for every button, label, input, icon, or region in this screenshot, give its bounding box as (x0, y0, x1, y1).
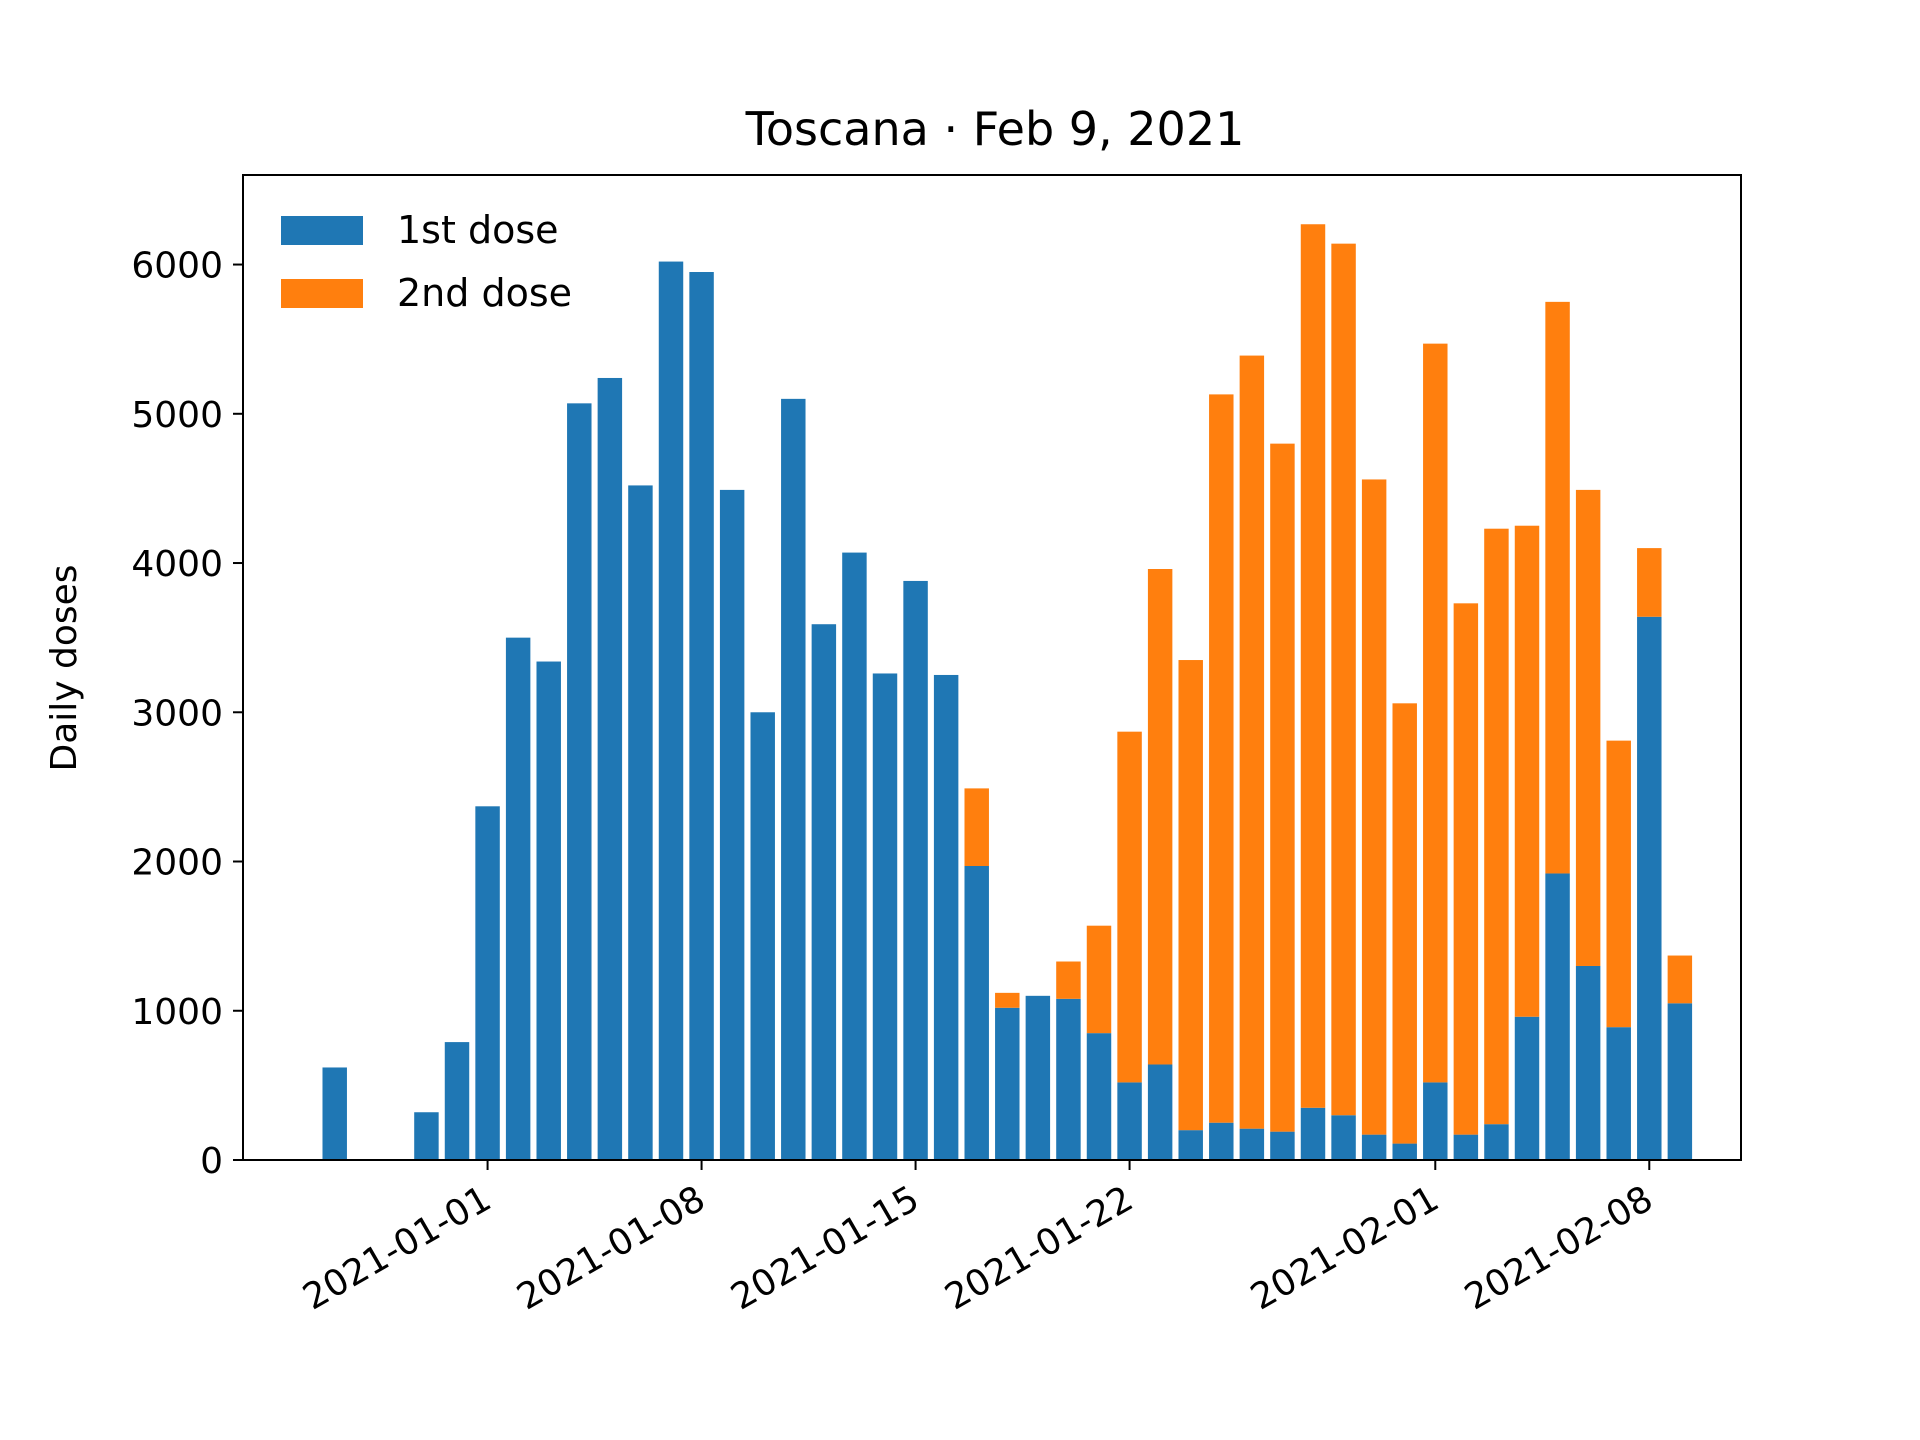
bar-2nd-dose (1392, 703, 1417, 1144)
bar-1st-dose (536, 661, 561, 1160)
bar-2nd-dose (1056, 961, 1081, 999)
x-tick-label: 2021-02-08 (1458, 1178, 1660, 1318)
bar-1st-dose (1453, 1134, 1479, 1160)
y-tick-label: 5000 (131, 395, 223, 436)
bar-2nd-dose (1270, 443, 1295, 1132)
bar-1st-dose (1117, 1082, 1142, 1160)
bar-1st-dose (1667, 1003, 1693, 1160)
y-axis-label: Daily doses (44, 564, 85, 771)
bar-1st-dose (689, 272, 714, 1160)
bar-1st-dose (811, 624, 837, 1160)
bar-1st-dose (1514, 1016, 1540, 1160)
bar-1st-dose (1575, 965, 1601, 1160)
bar-1st-dose (505, 637, 531, 1160)
bar-1st-dose (964, 865, 989, 1160)
y-tick-label: 2000 (131, 843, 223, 884)
bar-1st-dose (719, 489, 745, 1160)
legend-swatch-1st-dose (281, 216, 363, 245)
y-tick-label: 3000 (131, 693, 223, 734)
bar-2nd-dose (995, 992, 1020, 1008)
chart-title: Toscana · Feb 9, 2021 (745, 102, 1245, 156)
bar-2nd-dose (1300, 224, 1326, 1108)
bar-1st-dose (842, 552, 867, 1160)
bar-2nd-dose (1423, 343, 1448, 1083)
bar-1st-dose (750, 712, 775, 1160)
bar-1st-dose (597, 377, 623, 1161)
bar-1st-dose (1606, 1027, 1631, 1160)
bar-2nd-dose (1331, 243, 1356, 1116)
x-tick-label: 2021-01-22 (938, 1178, 1140, 1318)
x-tick-label: 2021-01-15 (724, 1178, 926, 1318)
plot-frame (242, 174, 1742, 1161)
bar-1st-dose (1270, 1131, 1295, 1160)
bar-2nd-dose (1606, 740, 1631, 1028)
bar-1st-dose (658, 261, 684, 1160)
bar-1st-dose (1331, 1115, 1356, 1160)
y-tick-label: 6000 (131, 246, 223, 287)
bar-1st-dose (444, 1042, 470, 1160)
bar-2nd-dose (964, 788, 989, 866)
bar-1st-dose (933, 674, 959, 1160)
bar-2nd-dose (1514, 525, 1540, 1017)
bar-2nd-dose (1086, 925, 1112, 1034)
bar-1st-dose (995, 1007, 1020, 1160)
bar-1st-dose (1025, 995, 1051, 1160)
bar-1st-dose (872, 673, 898, 1160)
legend-label-1st-dose: 1st dose (397, 208, 559, 252)
y-axis: 0 1000 2000 3000 4000 5000 6000 (131, 246, 243, 1182)
bar-2nd-dose (1361, 479, 1387, 1135)
bar-1st-dose (1056, 998, 1081, 1160)
legend-swatch-2nd-dose (281, 279, 363, 308)
bar-1st-dose (1178, 1130, 1203, 1160)
bar-1st-dose (1545, 873, 1570, 1160)
bar-1st-dose (1300, 1107, 1326, 1160)
bar-1st-dose (1423, 1082, 1448, 1160)
bar-1st-dose (322, 1067, 347, 1160)
x-tick-label: 2021-01-01 (296, 1178, 498, 1318)
bar-1st-dose (1361, 1134, 1387, 1160)
bar-1st-dose (1086, 1033, 1112, 1160)
bars (322, 224, 1693, 1161)
bar-1st-dose (1484, 1124, 1509, 1160)
bar-2nd-dose (1484, 528, 1509, 1125)
bar-1st-dose (414, 1112, 439, 1160)
bar-2nd-dose (1545, 301, 1570, 874)
bar-2nd-dose (1239, 355, 1265, 1129)
x-tick-label: 2021-02-01 (1244, 1178, 1446, 1318)
bar-1st-dose (567, 403, 592, 1161)
bar-2nd-dose (1667, 955, 1693, 1004)
bar-2nd-dose (1117, 731, 1142, 1083)
bar-1st-dose (475, 806, 500, 1160)
bar-1st-dose (781, 398, 806, 1160)
bar-2nd-dose (1637, 548, 1662, 617)
bar-1st-dose (1209, 1122, 1234, 1160)
y-tick-label: 0 (200, 1141, 223, 1182)
bar-1st-dose (628, 485, 653, 1160)
bar-1st-dose (1239, 1128, 1265, 1160)
bar-1st-dose (1392, 1143, 1417, 1160)
legend-label-2nd-dose: 2nd dose (397, 271, 572, 315)
bar-2nd-dose (1209, 394, 1234, 1123)
legend: 1st dose 2nd dose (281, 208, 572, 315)
x-tick-label: 2021-01-08 (510, 1178, 712, 1318)
bar-1st-dose (1147, 1064, 1173, 1160)
x-axis: 2021-01-01 2021-01-08 2021-01-15 2021-01-22… (296, 1160, 1660, 1318)
bar-2nd-dose (1147, 569, 1173, 1065)
y-tick-label: 4000 (131, 544, 223, 585)
bar-2nd-dose (1575, 489, 1601, 966)
bar-1st-dose (1637, 616, 1662, 1160)
bar-2nd-dose (1178, 660, 1203, 1131)
bar-1st-dose (903, 580, 928, 1160)
y-tick-label: 1000 (131, 992, 223, 1033)
bar-2nd-dose (1453, 603, 1479, 1135)
